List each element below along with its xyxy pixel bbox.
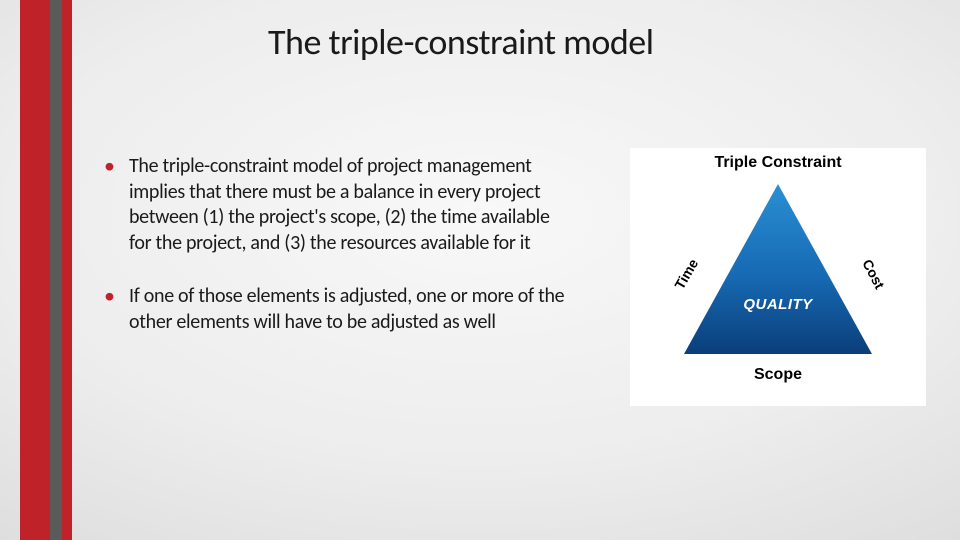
- edge-label-scope: Scope: [630, 366, 926, 384]
- triple-constraint-diagram: Triple Constraint Time Cost QUALITY Scop…: [630, 148, 926, 406]
- bullet-icon: •: [104, 286, 115, 335]
- list-item: • If one of those elements is adjusted, …: [104, 284, 572, 335]
- accent-stripe-gray: [50, 0, 62, 540]
- list-item: • The triple-constraint model of project…: [104, 154, 572, 256]
- bullet-text: If one of those elements is adjusted, on…: [129, 284, 572, 335]
- triangle-icon: [682, 182, 874, 356]
- bullet-text: The triple-constraint model of project m…: [129, 154, 572, 256]
- slide-title: The triple-constraint model: [268, 20, 653, 64]
- diagram-title: Triple Constraint: [630, 154, 926, 172]
- bullet-icon: •: [104, 156, 115, 256]
- bullet-list: • The triple-constraint model of project…: [104, 154, 572, 364]
- accent-stripe-red-wide: [20, 0, 50, 540]
- center-label-quality: QUALITY: [630, 296, 926, 313]
- accent-stripe-red-narrow: [62, 0, 72, 540]
